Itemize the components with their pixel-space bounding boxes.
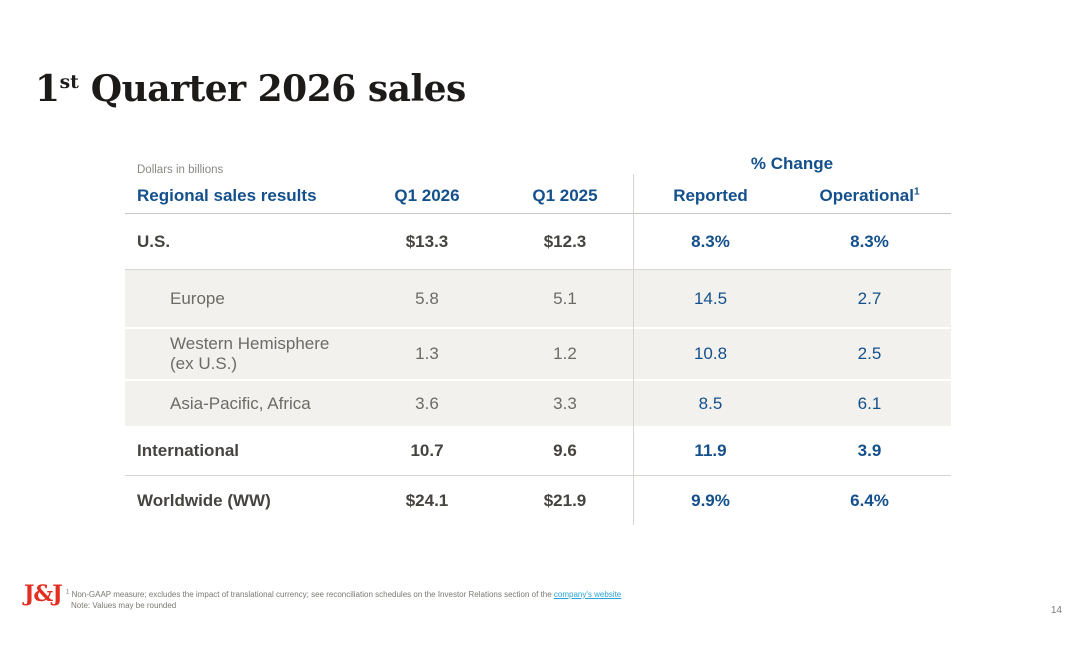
operational-footnote-marker: 1 [913,186,920,198]
page-number: 14 [1050,605,1062,616]
company-website-link[interactable]: company's website [553,589,622,599]
value-q1-2026: $24.1 [405,490,449,510]
value-operational: 6.4% [850,490,889,510]
table-row-asia-pacific-africa: Asia-Pacific, Africa 3.6 3.3 8.5 6.1 [125,379,951,426]
value-reported: 9.9% [691,490,730,510]
footnote-marker: 1 [66,589,70,595]
row-label: U.S. [137,231,171,251]
value-q1-2025: 5.1 [553,288,577,308]
jnj-logo: J&J [24,581,63,607]
header-operational: Operational1 [788,186,951,213]
value-reported: 11.9 [694,440,727,460]
header-operational-label: Operational [819,186,914,205]
value-reported: 8.3% [691,231,730,251]
value-q1-2025: $21.9 [543,490,587,510]
column-divider [633,174,634,525]
header-reported: Reported [673,186,748,205]
value-q1-2025: 1.2 [553,344,577,363]
value-operational: 3.9 [857,440,882,460]
row-label: Western Hemisphere (ex U.S.) [125,334,357,374]
table-row-worldwide: Worldwide (WW) $24.1 $21.9 9.9% 6.4% [125,476,951,525]
table-row-western-hemisphere: Western Hemisphere (ex U.S.) 1.3 1.2 10.8… [125,327,951,379]
value-reported: 14.5 [693,288,728,308]
value-q1-2026: 5.8 [415,288,439,308]
units-note: Dollars in billions [137,164,224,176]
page-title: 1st Quarter 2026 sales [35,68,467,111]
table-row-international: International 10.7 9.6 11.9 3.9 [125,426,951,476]
row-label: Worldwide (WW) [137,490,271,510]
regional-sales-table: Dollars in billions % Change Regional sa… [125,146,951,525]
value-operational: 6.1 [857,393,882,413]
footnote-line1: 1 Non-GAAP measure; excludes the impact … [66,589,622,599]
table-header-row: Regional sales results Q1 2026 Q1 2025 R… [125,178,951,214]
value-q1-2025: 3.3 [553,393,577,413]
value-reported: 10.8 [693,344,728,363]
percent-change-header: % Change [750,154,834,173]
value-q1-2026: 1.3 [415,344,439,363]
table-row-europe: Europe 5.8 5.1 14.5 2.7 [125,270,951,327]
value-operational: 2.7 [857,288,882,308]
title-ordinal-suffix: st [59,71,79,94]
value-q1-2026: $13.3 [405,231,449,251]
header-q1-2025: Q1 2025 [532,186,598,205]
table-row-us: U.S. $13.3 $12.3 8.3% 8.3% [125,214,951,270]
footnote-note: Note: Values may be rounded [71,600,177,610]
footnote-text: Non-GAAP measure; excludes the impact of… [69,589,554,599]
row-label-line1: Western Hemisphere [170,334,330,353]
value-operational: 8.3% [850,231,889,251]
table-meta-row: Dollars in billions % Change [125,146,951,178]
row-label: International [137,440,240,460]
value-q1-2025: $12.3 [543,231,587,251]
header-q1-2026: Q1 2026 [394,186,460,205]
row-label-line2: (ex U.S.) [170,354,238,373]
title-number: 1 [35,68,60,111]
footnote: 1 Non-GAAP measure; excludes the impact … [66,587,666,611]
value-q1-2025: 9.6 [553,440,577,460]
row-label: Europe [170,288,225,308]
value-operational: 2.5 [857,344,882,363]
header-regional-sales-results: Regional sales results [137,186,317,205]
value-reported: 8.5 [698,393,723,413]
value-q1-2026: 3.6 [415,393,439,413]
title-text: Quarter 2026 sales [78,68,467,111]
row-label: Asia-Pacific, Africa [170,393,311,413]
value-q1-2026: 10.7 [410,440,444,460]
